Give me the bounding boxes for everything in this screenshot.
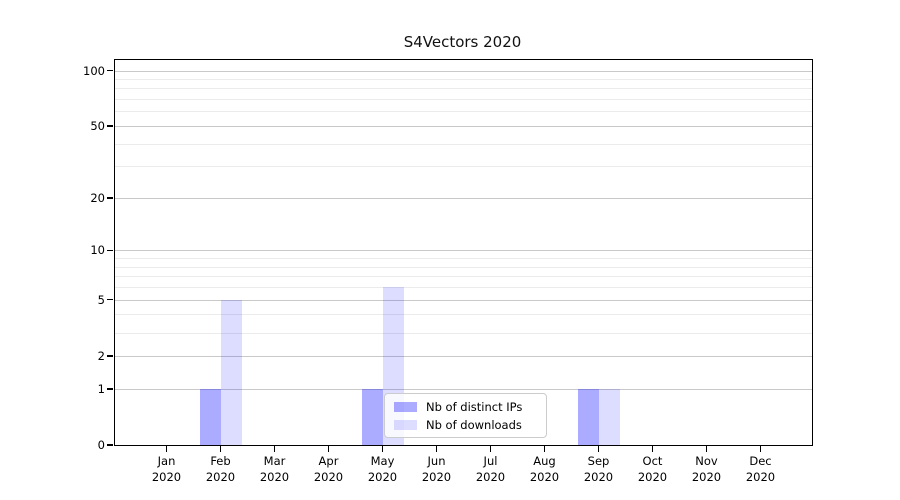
x-tick-year: 2020 [583,470,614,484]
y-tick [107,355,113,357]
x-tick-label: Apr 2020 [299,453,359,485]
x-tick-year: 2020 [475,470,506,484]
legend-item-downloads: Nb of downloads [394,418,537,432]
y-tick [107,69,113,72]
x-tick-label: Sep 2020 [569,453,629,485]
x-tick-year: 2020 [637,470,668,484]
x-tick-year: 2020 [421,470,452,484]
x-tick-month: Mar [263,454,286,468]
y-tick [107,388,113,390]
x-tick [651,445,654,452]
x-tick [219,445,222,452]
x-tick-year: 2020 [259,470,290,484]
legend-swatch-distinct-ips-icon [394,401,417,412]
gridline-minor [115,79,812,80]
chart-title: S4Vectors 2020 [403,33,522,51]
gridline-minor [115,143,812,145]
x-tick-label: Nov 2020 [677,453,737,485]
gridline-minor [115,99,812,101]
legend-item-distinct-ips: Nb of distinct IPs [394,400,537,414]
x-tick-label: May 2020 [353,453,413,485]
bar-downloads-sep [598,388,620,445]
x-tick-month: Nov [695,454,718,468]
x-tick-month: Apr [318,454,339,468]
gridline-major [115,198,812,199]
y-tick-label: 1 [97,381,105,396]
x-tick [381,445,384,452]
y-tick-label: 5 [97,292,105,307]
x-tick-label: Feb 2020 [191,453,251,485]
x-tick-year: 2020 [313,470,344,484]
x-tick-month: Oct [642,454,663,468]
x-tick [705,445,708,452]
x-tick [543,445,546,452]
x-tick-year: 2020 [691,470,722,484]
x-tick-month: Dec [749,454,772,468]
y-tick [107,444,113,446]
y-tick-label: 10 [90,243,105,258]
x-tick [435,445,438,452]
legend-label-distinct-ips: Nb of distinct IPs [426,399,523,414]
y-tick-label: 50 [90,119,105,133]
y-tick-label: 20 [90,191,105,205]
gridline-minor [115,276,812,278]
x-tick-year: 2020 [529,470,560,484]
x-tick-label: Jul 2020 [461,453,521,485]
y-tick [107,298,113,301]
y-tick-label: 100 [83,63,105,78]
x-tick-label: Mar 2020 [245,453,305,485]
gridline-major [115,126,812,127]
legend: Nb of distinct IPs Nb of downloads [384,393,547,438]
y-tick-label: 0 [97,438,105,452]
gridline-minor [115,166,812,168]
gridline-minor [115,332,812,334]
gridline-minor [115,88,812,90]
x-tick [165,445,168,452]
x-tick-month: Aug [533,454,556,468]
gridline-major [115,299,812,301]
gridline-major [115,355,812,357]
x-tick-label: Jun 2020 [407,453,467,485]
bar-distinct-ips-may [361,388,383,445]
x-tick-month: Jun [427,454,446,468]
gridline-minor [115,287,812,289]
legend-swatch-downloads-icon [394,419,417,430]
gridline-major [115,250,812,252]
x-tick [597,445,600,452]
x-tick [327,445,330,452]
y-tick [107,197,113,199]
x-tick [489,445,492,452]
x-tick-year: 2020 [151,470,182,484]
gridline-major [115,388,812,390]
x-tick-year: 2020 [367,470,398,484]
x-tick [759,445,762,452]
x-tick-label: Oct 2020 [623,453,683,485]
x-tick-label: Dec 2020 [731,453,791,485]
x-tick-month: May [370,454,395,468]
x-tick-label: Aug 2020 [515,453,575,485]
x-tick-month: Jan [157,454,176,468]
x-tick-year: 2020 [745,470,776,484]
bar-distinct-ips-feb [199,388,221,445]
y-tick [107,249,113,252]
plot-area: Nb of distinct IPs Nb of downloads 0 1 2 5 1… [83,59,813,484]
x-tick-month: Jul [483,454,498,468]
x-tick-month: Feb [210,454,231,468]
legend-label-downloads: Nb of downloads [426,417,522,432]
gridline-minor [115,258,812,260]
gridline-major [115,70,812,72]
gridline-minor [115,314,812,316]
gridline-minor [115,266,812,268]
bar-downloads-feb [220,299,242,445]
y-tick [107,125,113,127]
bar-distinct-ips-sep [577,388,599,445]
y-tick-label: 2 [97,348,105,363]
x-tick [273,445,276,452]
x-tick-label: Jan 2020 [137,453,197,485]
gridline-minor [115,111,812,113]
x-tick-month: Sep [587,454,610,468]
x-tick-year: 2020 [205,470,236,484]
